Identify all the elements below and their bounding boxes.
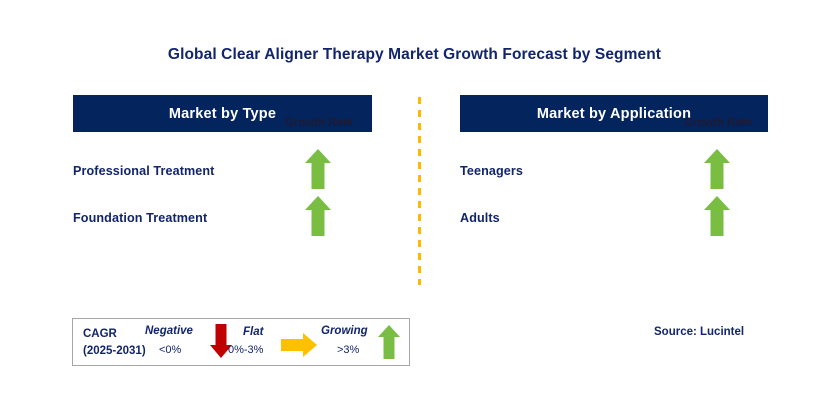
arrow-up-green-icon xyxy=(704,149,730,189)
legend-metric-period: (2025-2031) xyxy=(83,345,146,357)
arrow-up-green-icon xyxy=(704,196,730,236)
page-title: Global Clear Aligner Therapy Market Grow… xyxy=(167,46,662,63)
legend: CAGR (2025-2031) Negative <0% Flat 0%-3%… xyxy=(72,318,410,366)
arrow-down-red-icon xyxy=(210,324,232,358)
legend-label-growing: Growing xyxy=(321,325,368,337)
legend-metric-name: CAGR xyxy=(83,328,117,340)
segment-label-teenagers: Teenagers xyxy=(460,163,523,178)
growth-rate-label-right: Growth Rate xyxy=(683,117,753,129)
table-row: Adults xyxy=(460,194,768,241)
segment-label-professional-treatment: Professional Treatment xyxy=(73,163,215,178)
legend-label-flat: Flat xyxy=(243,326,264,338)
legend-value-flat: 0%-3% xyxy=(228,344,264,356)
arrow-up-green-icon xyxy=(305,196,331,236)
panel-header-market-by-type: Market by Type xyxy=(73,95,372,132)
legend-value-negative: <0% xyxy=(159,344,182,356)
panel-market-by-type: Market by Type Growth Rate Professional … xyxy=(73,95,372,236)
table-row: Professional Treatment xyxy=(73,147,372,194)
segment-label-foundation-treatment: Foundation Treatment xyxy=(73,210,208,225)
arrow-right-orange-icon xyxy=(281,333,317,357)
legend-value-growing: >3% xyxy=(337,344,360,356)
growth-rate-label-left: Growth Rate xyxy=(284,117,354,129)
source-attribution: Source: Lucintel xyxy=(654,326,745,338)
panel-divider-dashed xyxy=(418,97,421,285)
legend-metric-block: CAGR (2025-2031) xyxy=(83,326,146,360)
segment-list-left: Professional Treatment Foundation Treatm… xyxy=(73,147,372,241)
segment-label-adults: Adults xyxy=(460,210,500,225)
arrow-up-green-icon xyxy=(378,325,400,359)
arrow-up-green-icon xyxy=(305,149,331,189)
table-row: Teenagers xyxy=(460,147,768,194)
legend-label-negative: Negative xyxy=(145,325,193,337)
panel-header-market-by-application: Market by Application xyxy=(460,95,768,132)
panel-market-by-application: Market by Application Growth Rate Teenag… xyxy=(460,95,768,236)
table-row: Foundation Treatment xyxy=(73,194,372,241)
segment-list-right: Teenagers Adults xyxy=(460,147,768,241)
